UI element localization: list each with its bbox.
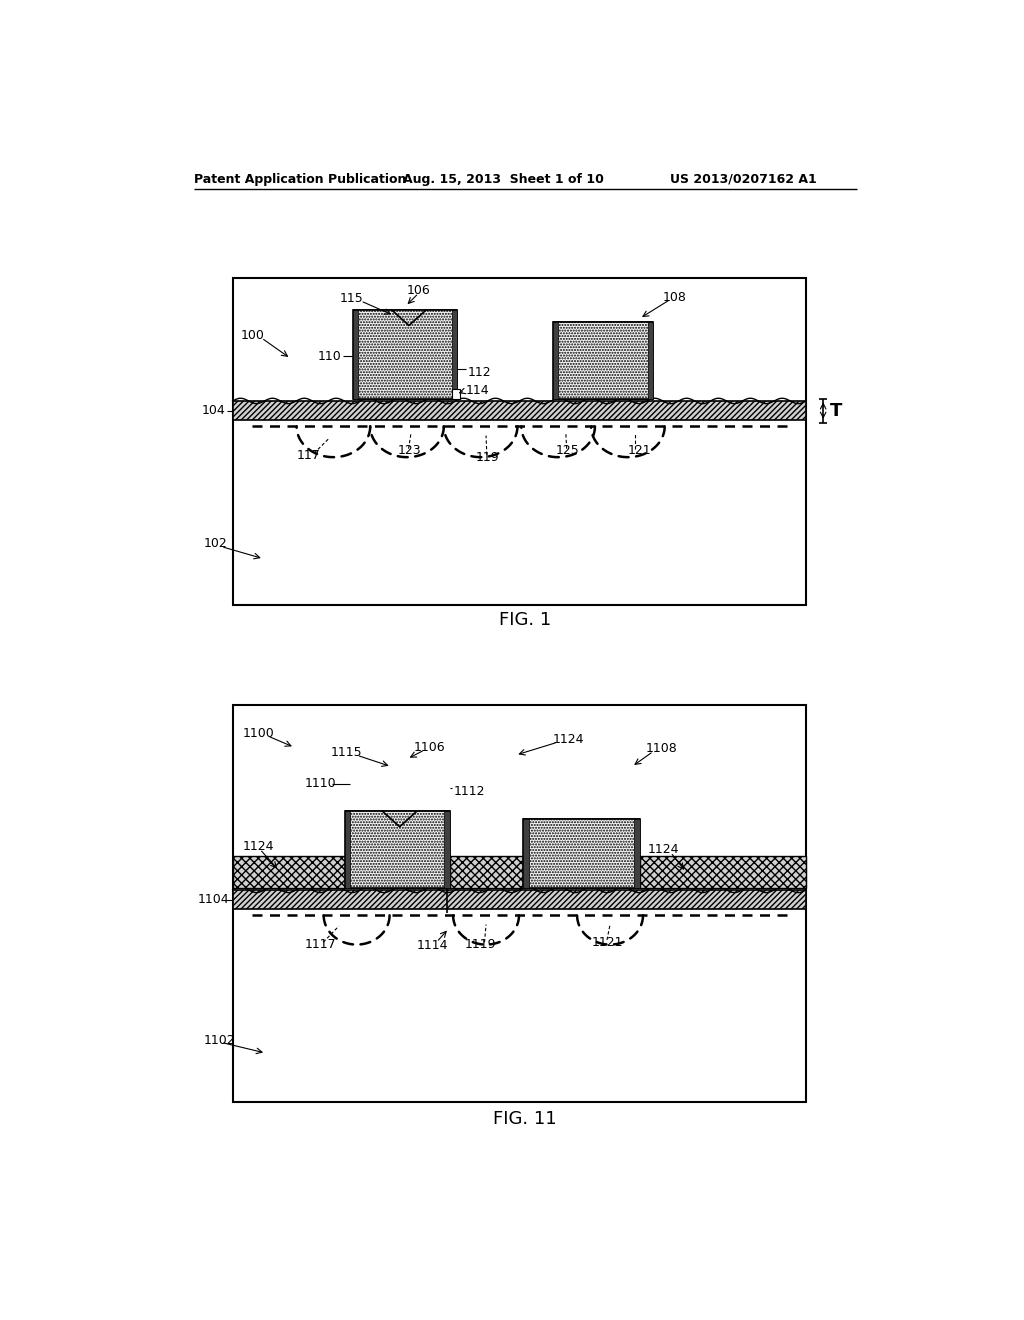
Text: 104: 104 bbox=[202, 404, 225, 417]
Text: 1110: 1110 bbox=[305, 777, 336, 791]
Text: 106: 106 bbox=[407, 284, 431, 297]
Text: 1121: 1121 bbox=[592, 936, 623, 949]
Text: 115: 115 bbox=[340, 292, 364, 305]
Bar bbox=[352, 310, 458, 399]
Text: FIG. 11: FIG. 11 bbox=[493, 1110, 557, 1127]
Text: 1115: 1115 bbox=[331, 746, 362, 759]
Bar bbox=[232, 857, 345, 888]
Text: T: T bbox=[829, 401, 842, 420]
Bar bbox=[640, 857, 806, 888]
Text: US 2013/0207162 A1: US 2013/0207162 A1 bbox=[671, 173, 817, 186]
Bar bbox=[232, 890, 806, 909]
Text: 100: 100 bbox=[241, 329, 264, 342]
Text: 1124: 1124 bbox=[553, 733, 585, 746]
Text: 1119: 1119 bbox=[465, 939, 497, 952]
Text: 1102: 1102 bbox=[204, 1034, 236, 1047]
Text: Aug. 15, 2013  Sheet 1 of 10: Aug. 15, 2013 Sheet 1 of 10 bbox=[403, 173, 604, 186]
Text: 123: 123 bbox=[397, 445, 421, 458]
Bar bbox=[232, 705, 806, 1102]
Bar bbox=[444, 812, 450, 888]
Text: 110: 110 bbox=[317, 350, 342, 363]
Text: 1117: 1117 bbox=[305, 939, 336, 952]
Bar bbox=[523, 818, 640, 888]
Bar bbox=[452, 310, 458, 399]
Text: 1112: 1112 bbox=[454, 785, 485, 797]
Text: 1106: 1106 bbox=[414, 741, 444, 754]
Bar bbox=[648, 322, 653, 399]
Text: 1124: 1124 bbox=[243, 841, 274, 853]
Bar bbox=[345, 812, 350, 888]
Text: 102: 102 bbox=[204, 537, 227, 550]
Text: 1100: 1100 bbox=[243, 727, 274, 741]
Text: 108: 108 bbox=[663, 290, 687, 304]
Bar bbox=[523, 818, 528, 888]
Bar bbox=[450, 857, 523, 888]
Bar bbox=[553, 322, 558, 399]
Bar bbox=[634, 818, 640, 888]
Bar bbox=[345, 812, 450, 888]
Text: 1104: 1104 bbox=[198, 894, 229, 906]
Text: 114: 114 bbox=[466, 384, 489, 397]
Text: 1124: 1124 bbox=[647, 843, 679, 857]
Text: 1108: 1108 bbox=[646, 742, 678, 755]
Text: 117: 117 bbox=[297, 449, 321, 462]
Text: 125: 125 bbox=[556, 445, 580, 458]
Text: FIG. 1: FIG. 1 bbox=[499, 611, 551, 630]
Bar bbox=[553, 322, 653, 399]
Text: 121: 121 bbox=[628, 445, 651, 458]
Bar bbox=[232, 401, 806, 420]
Text: 1114: 1114 bbox=[417, 939, 447, 952]
Text: Patent Application Publication: Patent Application Publication bbox=[194, 173, 407, 186]
Text: 112: 112 bbox=[467, 366, 492, 379]
Text: 119: 119 bbox=[475, 450, 499, 463]
Bar bbox=[452, 389, 461, 399]
Bar bbox=[232, 277, 806, 605]
Bar bbox=[352, 310, 358, 399]
